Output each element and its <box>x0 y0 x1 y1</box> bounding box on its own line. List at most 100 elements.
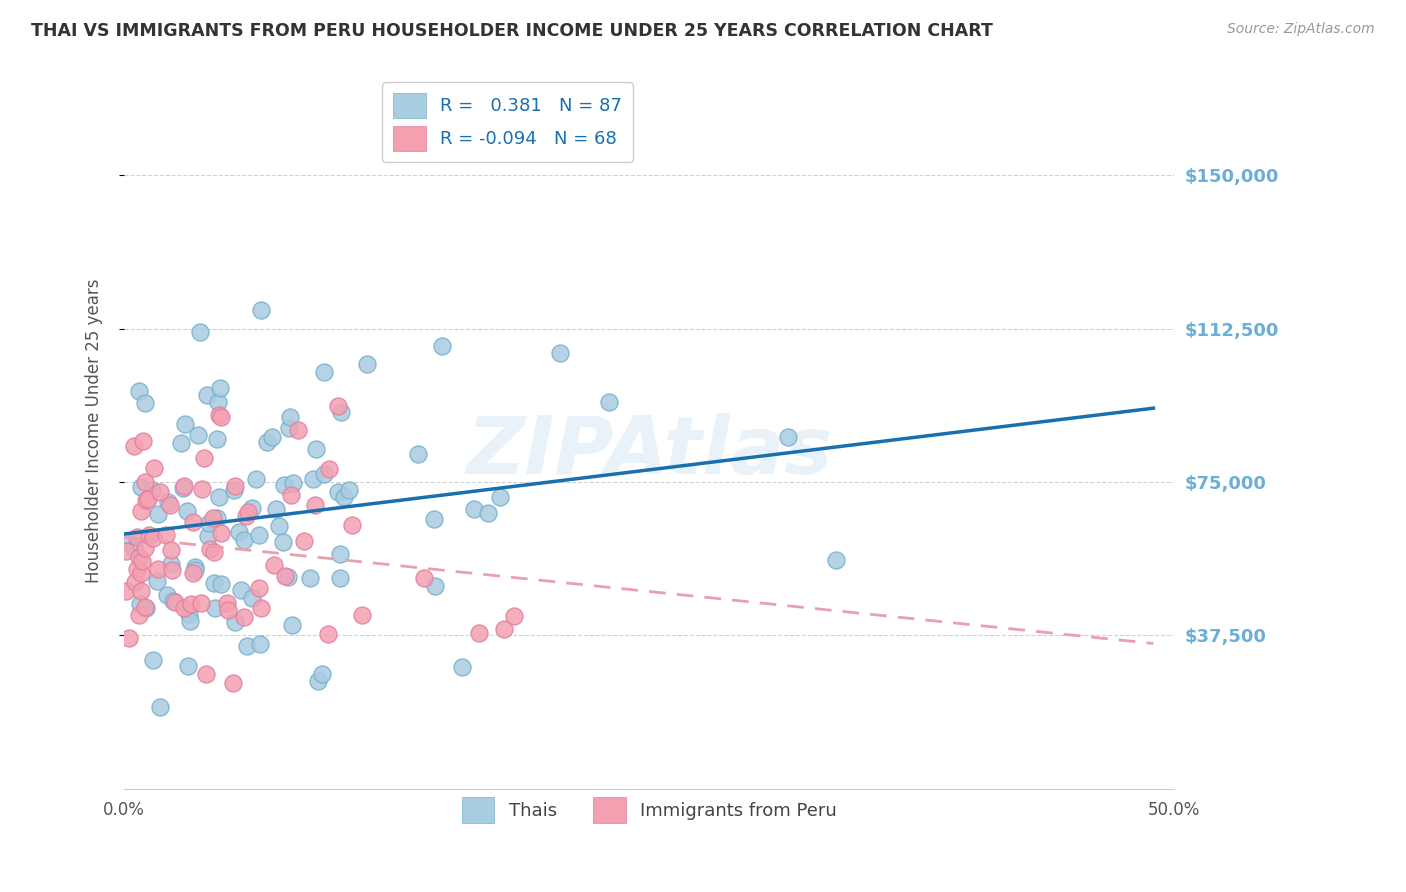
Point <box>188 325 211 339</box>
Point <box>299 571 322 585</box>
Point <box>115 583 138 598</box>
Point <box>202 576 225 591</box>
Point <box>245 472 267 486</box>
Point <box>236 639 259 653</box>
Point <box>329 405 352 419</box>
Point <box>128 549 150 564</box>
Point <box>318 627 340 641</box>
Point <box>205 432 228 446</box>
Point <box>132 434 155 449</box>
Point <box>240 591 263 605</box>
Point <box>204 600 226 615</box>
Legend: Thais, Immigrants from Peru: Thais, Immigrants from Peru <box>454 790 844 830</box>
Text: ZIPAtlas: ZIPAtlas <box>467 413 832 491</box>
Point <box>134 475 156 489</box>
Point <box>127 530 149 544</box>
Point <box>224 483 246 497</box>
Point <box>195 666 218 681</box>
Point <box>598 395 620 409</box>
Point <box>115 533 138 548</box>
Point <box>277 570 299 584</box>
Point <box>180 597 202 611</box>
Point <box>181 515 204 529</box>
Point <box>356 357 378 371</box>
Point <box>463 502 485 516</box>
Point <box>198 541 221 556</box>
Point <box>124 541 146 555</box>
Point <box>160 543 183 558</box>
Point <box>129 584 152 599</box>
Point <box>197 529 219 543</box>
Point <box>271 534 294 549</box>
Point <box>198 516 221 530</box>
Point <box>247 582 270 596</box>
Point <box>329 547 352 561</box>
Point <box>177 607 200 621</box>
Point <box>224 615 246 629</box>
Point <box>235 509 257 524</box>
Point <box>209 576 232 591</box>
Point <box>280 488 302 502</box>
Point <box>326 484 349 499</box>
Point <box>208 380 231 394</box>
Point <box>179 614 201 628</box>
Point <box>263 558 285 572</box>
Y-axis label: Householder Income Under 25 years: Householder Income Under 25 years <box>86 278 103 583</box>
Point <box>312 467 335 482</box>
Point <box>432 339 454 353</box>
Point <box>160 563 183 577</box>
Point <box>292 533 315 548</box>
Point <box>250 303 273 318</box>
Point <box>423 579 446 593</box>
Point <box>502 609 524 624</box>
Point <box>138 528 160 542</box>
Point <box>131 554 153 568</box>
Point <box>134 599 156 614</box>
Point <box>277 421 299 435</box>
Point <box>825 553 848 567</box>
Point <box>128 607 150 622</box>
Point <box>162 594 184 608</box>
Point <box>129 597 152 611</box>
Point <box>477 506 499 520</box>
Point <box>176 504 198 518</box>
Point <box>494 622 516 636</box>
Point <box>262 430 284 444</box>
Point <box>128 384 150 398</box>
Point <box>191 482 214 496</box>
Point <box>302 472 325 486</box>
Point <box>122 439 145 453</box>
Point <box>311 667 333 681</box>
Point <box>124 575 146 590</box>
Point <box>314 365 336 379</box>
Point <box>217 603 239 617</box>
Point <box>209 410 232 425</box>
Point <box>250 601 273 615</box>
Point <box>115 544 138 558</box>
Point <box>141 483 163 497</box>
Point <box>489 490 512 504</box>
Point <box>156 494 179 508</box>
Point <box>129 480 152 494</box>
Point <box>134 395 156 409</box>
Point <box>149 484 172 499</box>
Point <box>174 417 197 432</box>
Point <box>328 399 350 413</box>
Point <box>146 508 169 522</box>
Point <box>173 478 195 492</box>
Text: Source: ZipAtlas.com: Source: ZipAtlas.com <box>1227 22 1375 37</box>
Point <box>340 518 363 533</box>
Point <box>135 600 157 615</box>
Point <box>328 571 350 585</box>
Point <box>304 498 326 512</box>
Point <box>307 673 329 688</box>
Point <box>207 395 229 409</box>
Point <box>187 428 209 442</box>
Point <box>264 502 287 516</box>
Point <box>195 388 218 402</box>
Point <box>165 595 187 609</box>
Point <box>337 483 360 497</box>
Point <box>142 531 165 545</box>
Point <box>155 528 177 542</box>
Text: THAI VS IMMIGRANTS FROM PERU HOUSEHOLDER INCOME UNDER 25 YEARS CORRELATION CHART: THAI VS IMMIGRANTS FROM PERU HOUSEHOLDER… <box>31 22 993 40</box>
